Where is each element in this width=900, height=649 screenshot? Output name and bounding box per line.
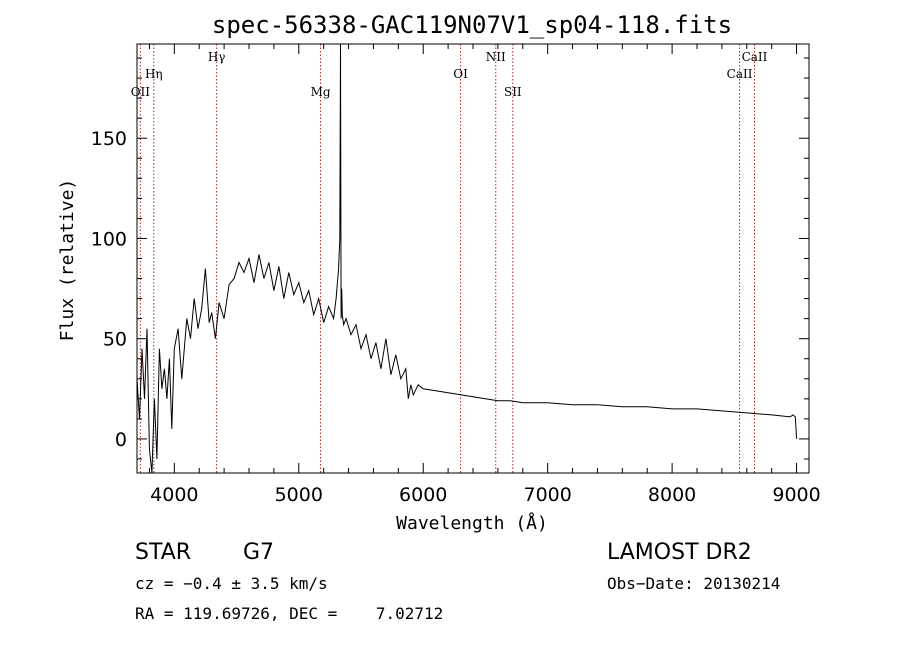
survey-name: LAMOST DR2 [607,540,752,565]
line-marker-label: Mg [311,85,331,99]
object-class: STAR [135,540,192,565]
y-axis: 0 50 100 150 [91,57,809,460]
x-axis: 4000 5000 6000 7000 8000 9000 [148,44,821,506]
y-tick-label: 50 [103,329,127,351]
emission-line-markers: OII Hη Hγ Mg OI NII SII CaII CaII [131,44,768,473]
x-tick-label: 9000 [772,484,820,506]
y-tick-label: 0 [115,429,127,451]
line-marker-label: OI [453,67,468,81]
x-axis-label: Wavelength (Å) [396,512,548,534]
redshift-text: cz = −0.4 ± 3.5 km/s [135,574,328,593]
line-marker-label: OII [131,85,151,99]
line-marker-label: CaII [727,67,753,81]
y-tick-label: 100 [91,228,127,250]
plot-frame [136,43,810,474]
x-tick-label: 4000 [150,484,198,506]
chart-title: spec-56338-GAC119N07V1_sp04-118.fits [212,11,732,39]
y-tick-label: 150 [91,128,127,150]
x-tick-label: 5000 [275,484,323,506]
line-marker-label: NII [486,50,506,64]
observation-date: Obs−Date: 20130214 [607,574,781,593]
coordinates-text: RA = 119.69726, DEC = 7.02712 [135,604,444,623]
object-subclass: G7 [243,540,275,565]
line-marker-label: CaII [742,50,768,64]
y-axis-label: Flux (relative) [57,179,78,342]
spectrum-series [136,43,798,474]
x-tick-label: 6000 [399,484,447,506]
line-marker-label: Hγ [208,50,226,64]
x-tick-label: 8000 [648,484,696,506]
spectrum-line [136,43,798,474]
line-marker-label: SII [504,85,522,99]
line-marker-label: Hη [145,67,163,81]
x-tick-label: 7000 [523,484,571,506]
